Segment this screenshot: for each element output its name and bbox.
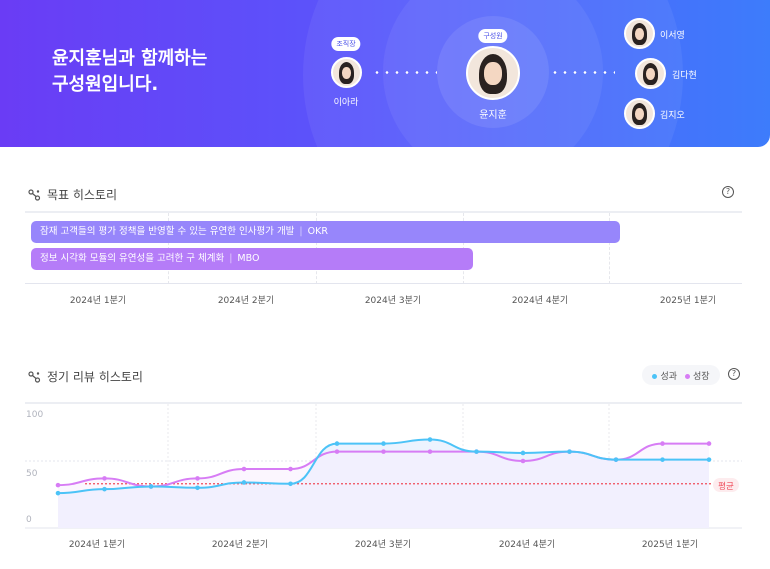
data-point[interactable] [381,449,386,454]
data-point[interactable] [520,450,526,456]
data-point[interactable] [148,484,154,489]
legend-dot [685,373,690,379]
data-point[interactable] [102,486,107,492]
series-line [57,438,710,495]
flow-icon [28,370,41,383]
average-label-bg [713,478,739,492]
data-point[interactable] [660,441,665,446]
data-point[interactable] [474,449,479,454]
quarter-label: 2024년 1분기 [69,296,127,306]
data-point[interactable] [241,466,247,472]
data-point[interactable] [567,449,572,454]
data-point[interactable] [148,484,154,489]
data-point[interactable] [613,457,619,462]
quarter-label: 2024년 2분기 [217,296,275,306]
data-point[interactable] [195,476,200,481]
series-area-0 [58,439,709,528]
data-point[interactable] [427,449,433,454]
data-point[interactable] [474,449,479,454]
goal-bar-mbo[interactable]: 정보 시각화 모듈의 유연성을 고려한 구 체계화 | MBO [31,248,473,270]
data-point[interactable] [520,458,526,464]
peer-avatar[interactable] [635,58,666,89]
leader-name: 이아라 [333,98,359,108]
series-area-1 [58,443,709,528]
review-history-title: 정기 리뷰 히스토리 [47,370,143,384]
x-tick-label: 2024년 3분기 [355,539,411,550]
goal-type: MBO [237,253,260,264]
leader-avatar[interactable] [331,57,362,88]
goal-title: 잠재 고객들의 평가 정책을 반영할 수 있는 유연한 인사평가 개발 [40,226,295,237]
data-point[interactable] [567,449,572,454]
peer-name: 김다현 [672,71,697,81]
leader-badge: 조직장 [331,37,361,51]
help-icon[interactable]: ? [722,186,734,198]
member-avatar[interactable] [466,46,520,100]
connector-dots [372,71,437,74]
review-history-header: 정기 리뷰 히스토리 [28,368,143,385]
goal-history-header: 목표 히스토리 [28,186,117,203]
series-line [57,442,709,488]
help-icon[interactable]: ? [728,368,740,380]
peer-avatar[interactable] [624,18,655,49]
x-tick-label: 2024년 2분기 [212,539,268,550]
legend-item-growth[interactable]: 성장 [685,369,710,382]
connector-dots [550,71,615,74]
data-point[interactable] [427,437,433,442]
hero-title: 윤지훈님과 함께하는 구성원입니다. [52,48,208,95]
axis-line [25,283,742,284]
divider [25,211,742,213]
member-name: 윤지훈 [479,110,507,121]
quarter-label: 2024년 4분기 [511,296,569,306]
chart-top-border [25,402,742,404]
legend-label: 성과 [660,371,677,382]
x-tick-label: 2024년 1분기 [69,539,125,550]
x-tick-label: 2024년 4분기 [499,539,555,550]
y-tick-label: 0 [26,515,32,525]
data-point[interactable] [288,466,293,472]
data-point[interactable] [381,441,386,446]
goal-title: 정보 시각화 모듈의 유연성을 고려한 구 체계화 [40,253,225,264]
goal-type: OKR [307,226,328,237]
goal-history-title: 목표 히스토리 [47,188,118,202]
legend-item-performance[interactable]: 성과 [652,369,677,382]
flow-icon [28,188,41,201]
quarter-label: 2025년 1분기 [659,296,717,306]
average-label: 평균 [718,481,734,492]
legend-label: 성장 [693,371,710,382]
legend-dot [652,373,658,379]
chart-legend: 성과 성장 [642,365,720,385]
member-badge: 구성원 [478,29,508,43]
data-point[interactable] [660,457,665,462]
y-tick-label: 50 [26,469,38,479]
hero-banner: 윤지훈님과 함께하는 구성원입니다. 조직장 이아라 구성원 윤지훈 이서영 김… [0,0,770,147]
y-tick-label: 100 [26,410,43,420]
data-point[interactable] [613,457,619,462]
data-point[interactable] [195,485,200,491]
data-point[interactable] [102,476,107,481]
data-point[interactable] [334,441,340,446]
peer-avatar[interactable] [624,98,655,129]
x-tick-label: 2025년 1분기 [642,539,698,550]
peer-name: 이서영 [660,31,685,41]
data-point[interactable] [241,480,247,485]
data-point[interactable] [288,481,293,487]
data-point[interactable] [706,441,712,446]
gridline [609,213,610,284]
data-point[interactable] [55,482,61,488]
data-point[interactable] [334,449,340,454]
peer-name: 김지오 [660,111,685,121]
quarter-label: 2024년 3분기 [364,296,422,306]
goal-bar-okr[interactable]: 잠재 고객들의 평가 정책을 반영할 수 있는 유연한 인사평가 개발 | OKR [31,221,620,243]
data-point[interactable] [706,457,712,462]
data-point[interactable] [55,490,61,496]
